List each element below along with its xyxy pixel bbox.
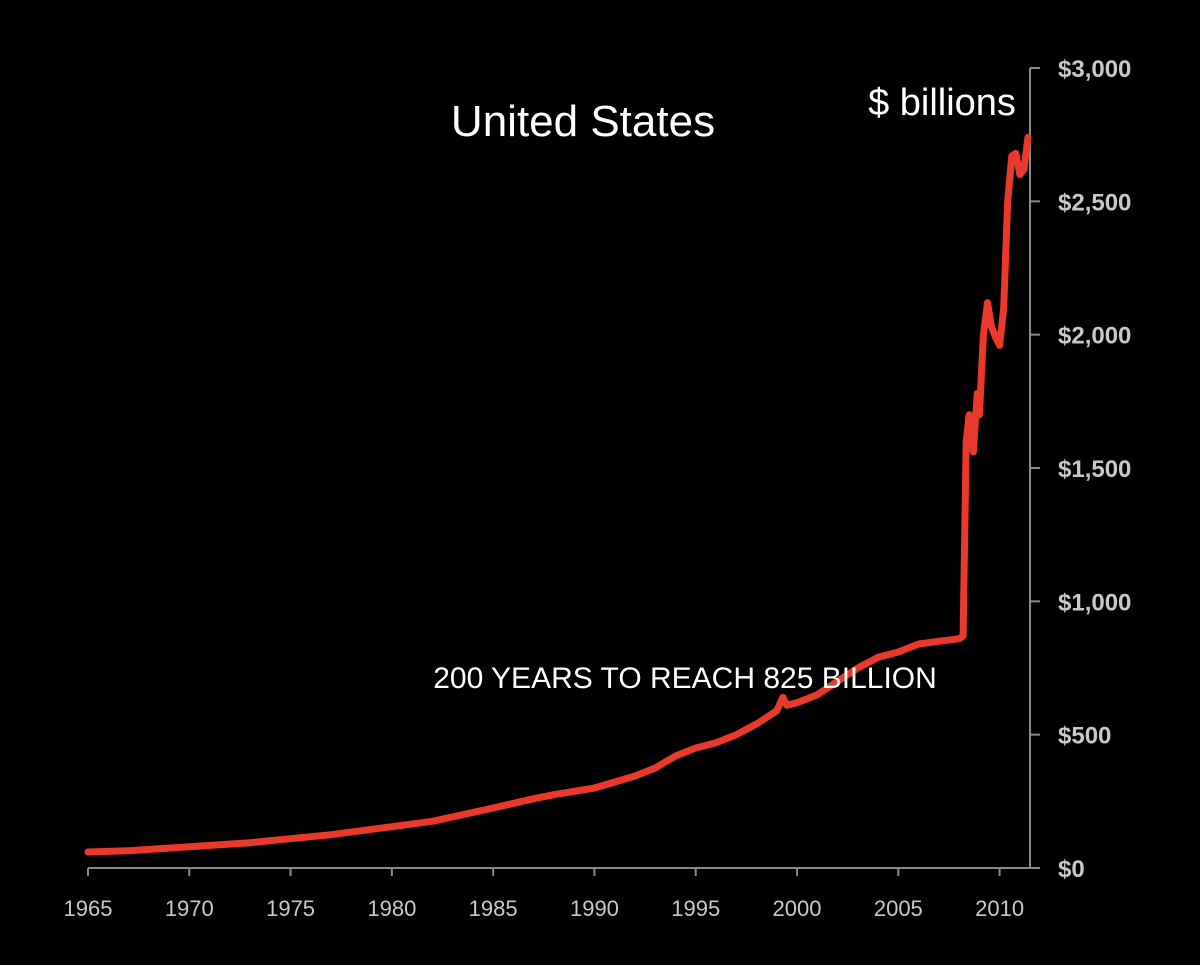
y-tick-label: $500 — [1058, 723, 1111, 750]
axes: 1965 1970 1975 1980 1985 1990 1995 2000 2005 2010… — [64, 56, 1132, 921]
x-tick-label: 1965 — [64, 896, 113, 921]
x-tick-label: 1975 — [266, 896, 315, 921]
y-tick-label: $2,000 — [1058, 323, 1131, 350]
x-tick-label: 2000 — [773, 896, 822, 921]
x-tick-label: 1985 — [469, 896, 518, 921]
series-layer — [84, 133, 1032, 856]
y-tick-label: $0 — [1058, 856, 1085, 883]
x-tick-label: 2010 — [975, 896, 1024, 921]
x-tick-label: 1990 — [570, 896, 619, 921]
x-tick-label: 1995 — [671, 896, 720, 921]
unit-label: $ billions — [868, 82, 1016, 124]
y-tick-label: $3,000 — [1058, 56, 1131, 83]
series-line — [84, 133, 1032, 856]
y-tick-label: $1,500 — [1058, 456, 1131, 483]
y-tick-label: $1,000 — [1058, 589, 1131, 616]
annotation-text: 200 YEARS TO REACH 825 BILLION — [433, 662, 937, 695]
x-tick-label: 2005 — [874, 896, 923, 921]
chart-title: United States — [451, 97, 715, 146]
x-tick-label: 1980 — [367, 896, 416, 921]
y-tick-label: $2,500 — [1058, 189, 1131, 216]
x-tick-label: 1970 — [165, 896, 214, 921]
